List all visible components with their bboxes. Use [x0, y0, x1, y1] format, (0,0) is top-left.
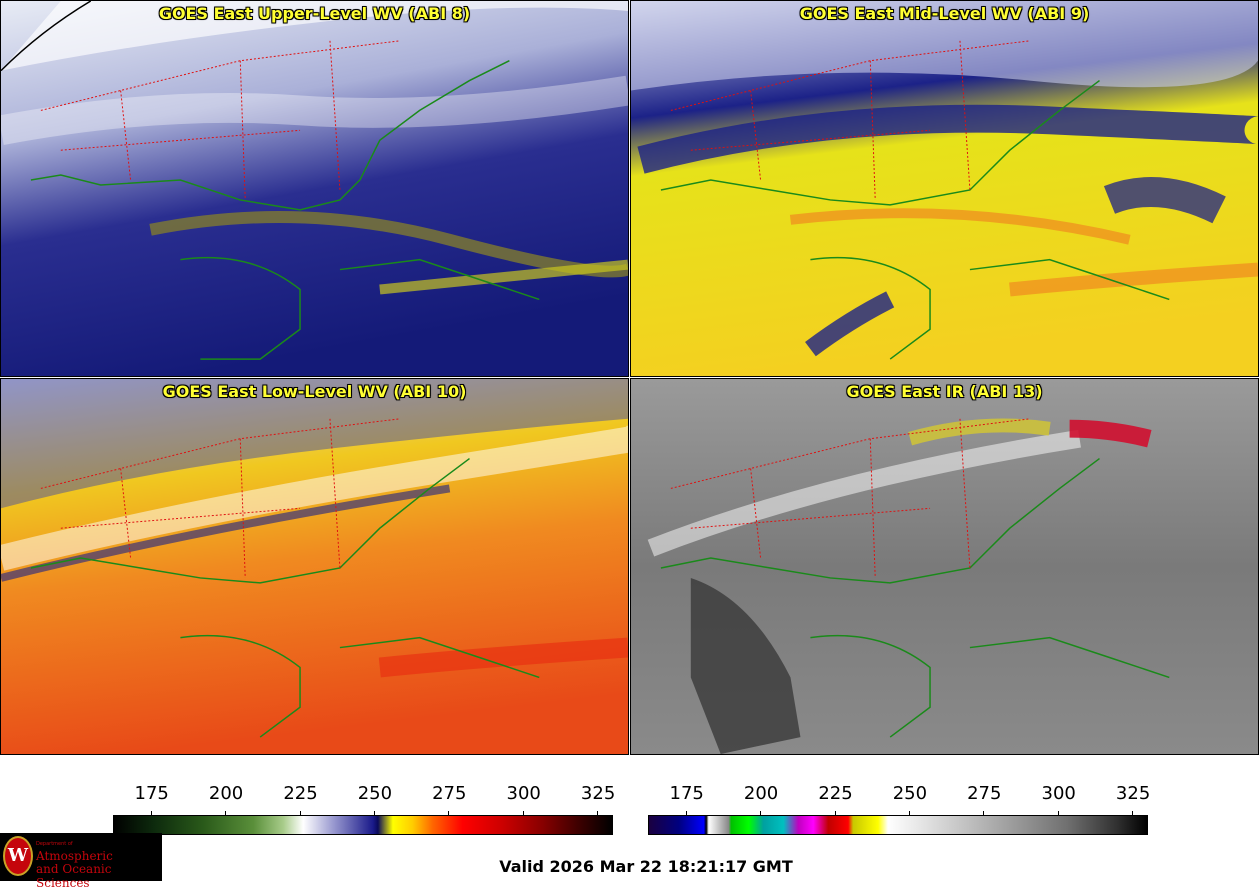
panel-low-level-wv: GOES East Low-Level WV (ABI 10) — [0, 378, 629, 755]
panel-mid-level-wv: GOES East Mid-Level WV (ABI 9) — [630, 0, 1259, 377]
satellite-image-ir — [631, 379, 1258, 754]
valid-time: Valid 2026 Mar 22 18:21:17 GMT — [499, 857, 793, 876]
panel-title: GOES East Upper-Level WV (ABI 8) — [158, 4, 471, 23]
colorbar-tick-label: 200 — [206, 783, 246, 816]
panel-ir: GOES East IR (ABI 13) — [630, 378, 1259, 755]
colorbar-tick-label: 325 — [578, 783, 618, 816]
ir-colorbar — [648, 815, 1148, 835]
colorbar-tick-label: 300 — [504, 783, 544, 816]
panel-title: GOES East IR (ABI 13) — [846, 382, 1043, 401]
satellite-image-mid-wv — [631, 1, 1258, 376]
colorbar-tick-label: 250 — [890, 783, 930, 816]
colorbar-tick-label: 325 — [1113, 783, 1153, 816]
ir-colorbar-ticks: 175 200 225 250 275 300 325 — [648, 783, 1150, 816]
colorbar-tick-label: 300 — [1039, 783, 1079, 816]
logo-line-1: Atmospheric — [36, 849, 113, 863]
wv-colorbar-ticks: 175 200 225 250 275 300 325 — [113, 783, 615, 816]
colorbar-tick-label: 175 — [132, 783, 172, 816]
logo-department: Department of — [36, 841, 73, 847]
panel-title: GOES East Low-Level WV (ABI 10) — [162, 382, 467, 401]
colorbar-tick-label: 225 — [816, 783, 856, 816]
colorbar-tick-label: 275 — [429, 783, 469, 816]
colorbar-tick-label: 175 — [667, 783, 707, 816]
colorbar-tick-label: 225 — [281, 783, 321, 816]
panel-title: GOES East Mid-Level WV (ABI 9) — [799, 4, 1090, 23]
colorbar-tick-label: 200 — [741, 783, 781, 816]
uw-seal-icon: W — [3, 836, 33, 876]
satellite-image-upper-wv — [1, 1, 628, 376]
colorbar-tick-label: 250 — [355, 783, 395, 816]
wv-colorbar — [113, 815, 613, 835]
satellite-image-low-wv — [1, 379, 628, 754]
panel-upper-level-wv: GOES East Upper-Level WV (ABI 8) — [0, 0, 629, 377]
colorbar-tick-label: 275 — [964, 783, 1004, 816]
